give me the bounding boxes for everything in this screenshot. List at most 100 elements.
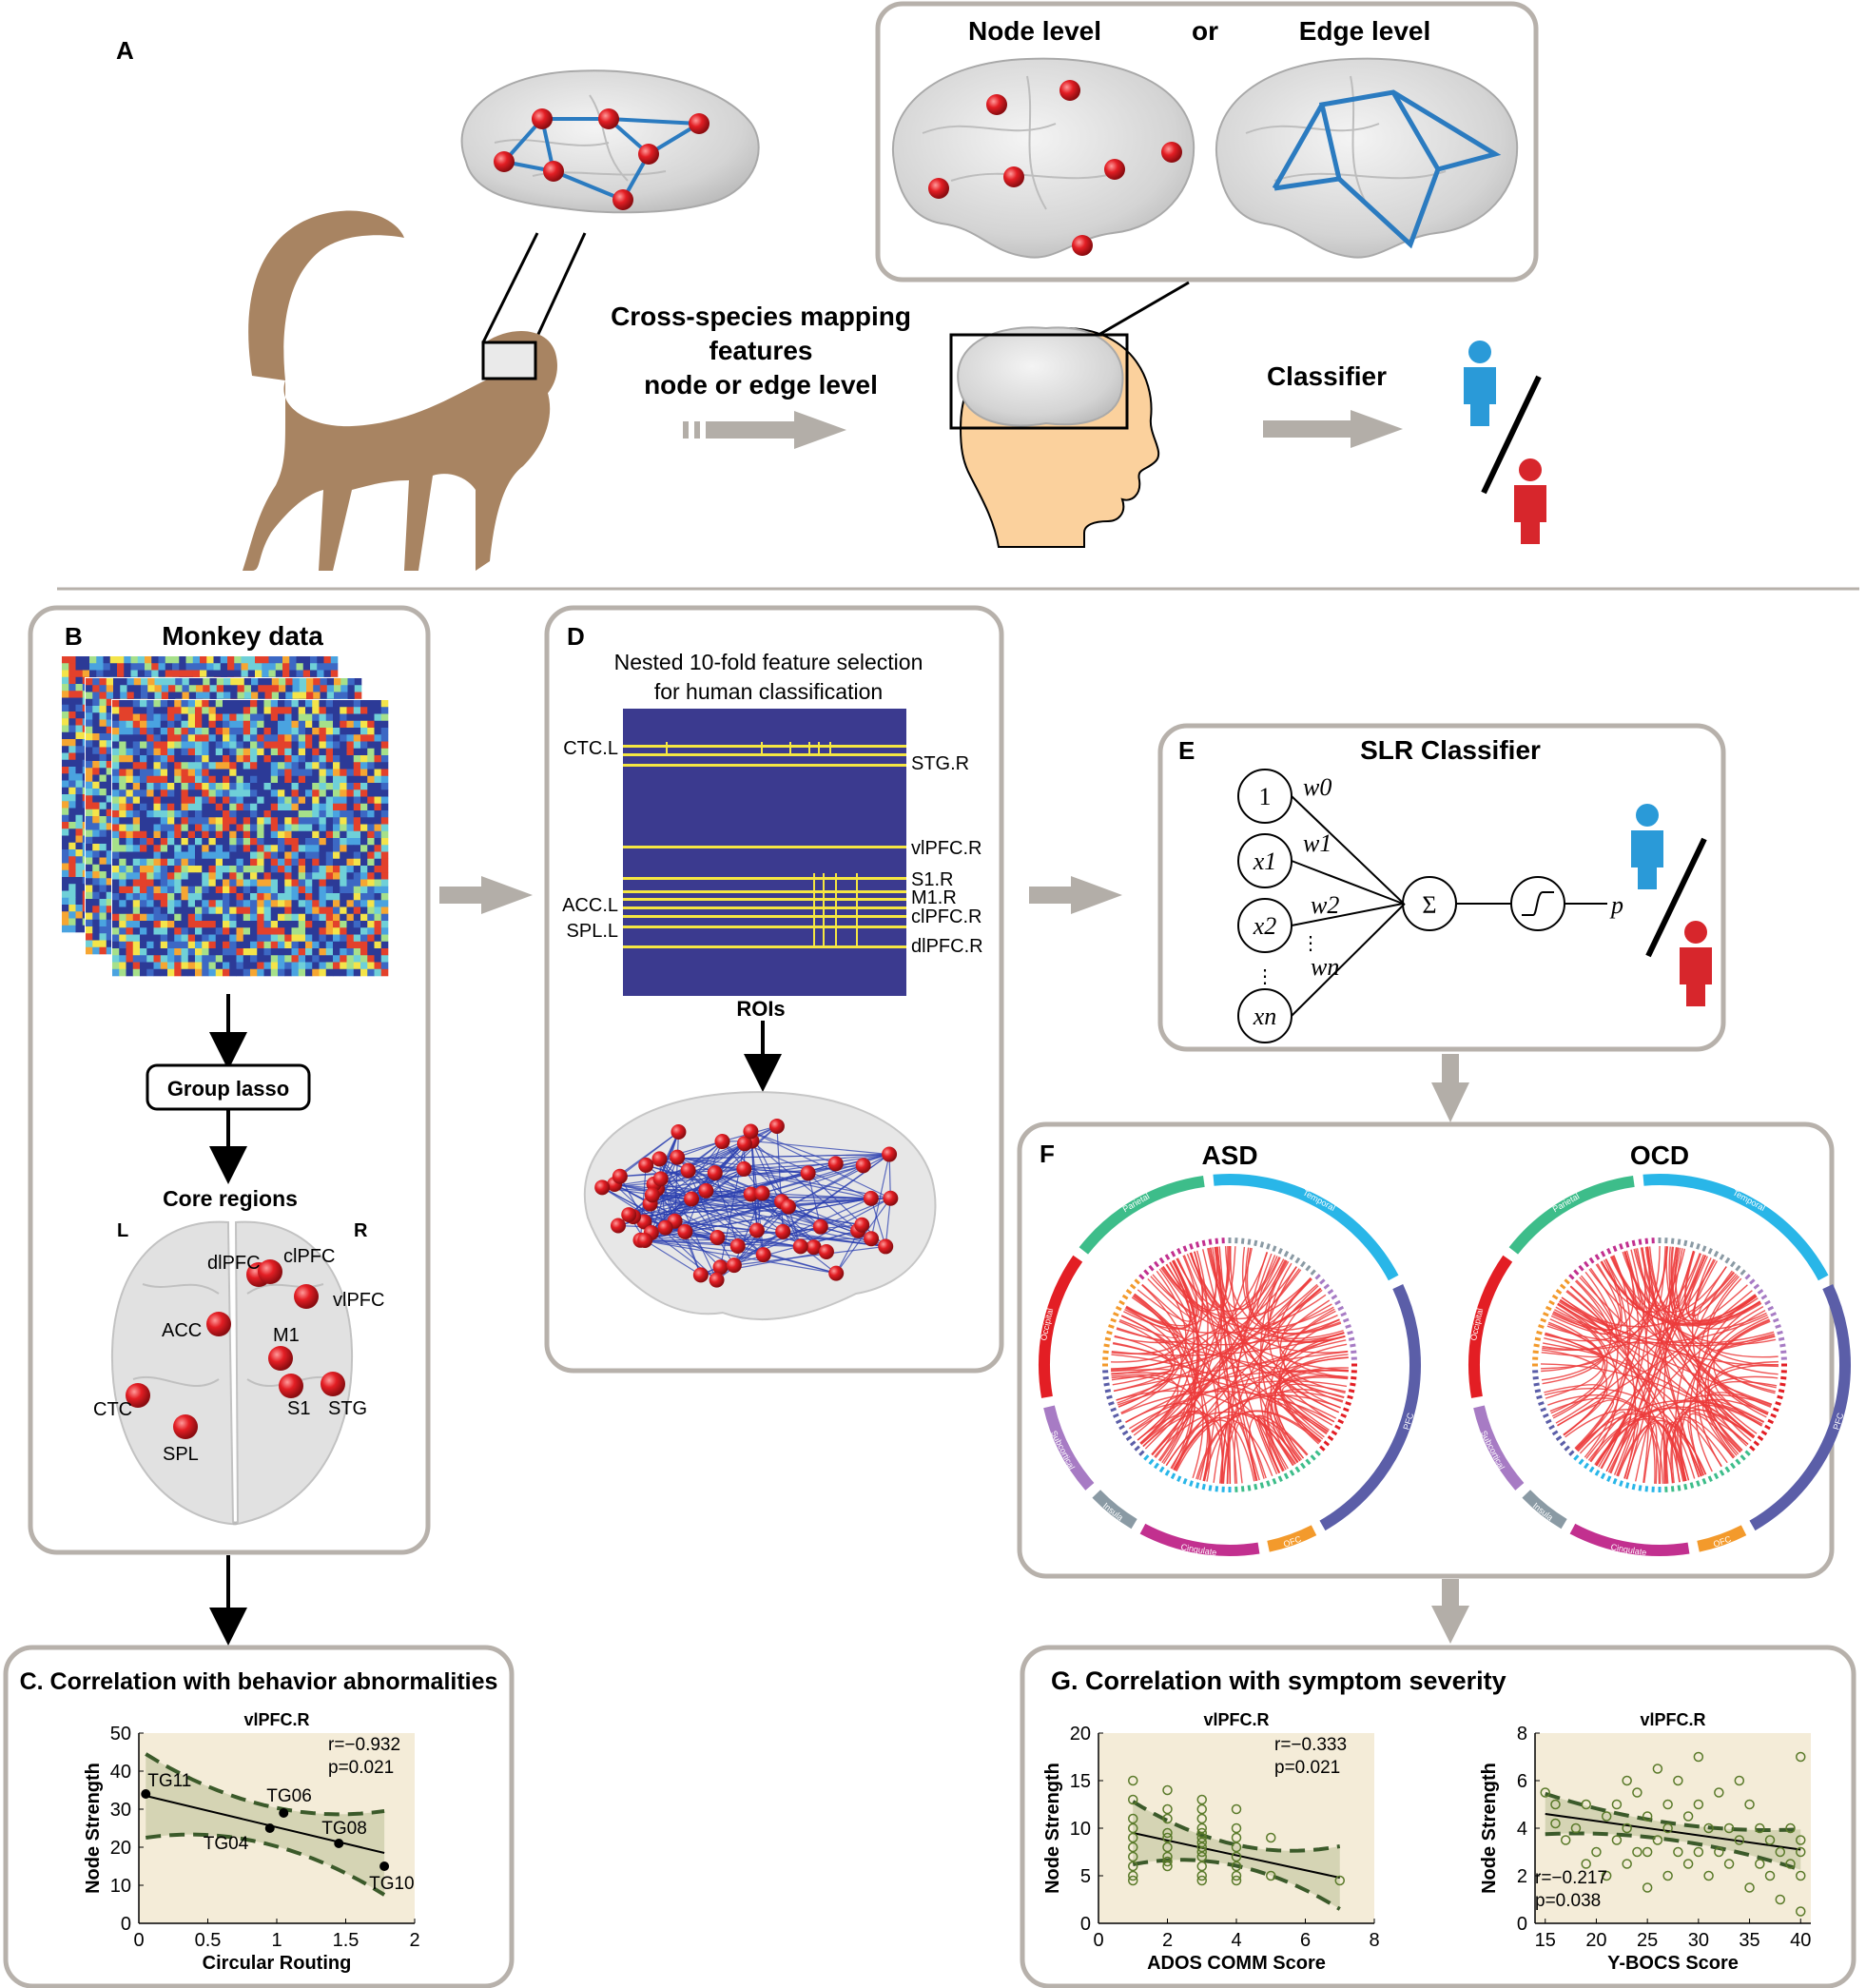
circos-link [1672,1247,1706,1309]
monkey-brain-network [460,69,760,214]
x-tick-label: 1.5 [333,1930,360,1951]
data-point [1775,1894,1786,1905]
roi-node [677,1223,693,1239]
data-point [1714,1787,1724,1798]
circos-link [1165,1245,1232,1312]
roi-node [709,1272,725,1288]
circos-sector [1213,1174,1399,1281]
circos-sector [1697,1525,1747,1552]
x-tick-label: 1 [271,1930,282,1951]
arrow-b-to-d [439,876,533,914]
data-point [1196,1822,1207,1834]
x-tick-label: 4 [1231,1930,1241,1951]
feature-label-ctc-l: CTC.L [563,738,618,759]
data-point [1714,1846,1724,1858]
input-node-bias: 1 [1259,783,1272,810]
y-axis-label: Node Strength [1042,1763,1063,1894]
y-tick-label: 10 [1070,1819,1091,1840]
data-point [1796,1870,1806,1881]
data-point [1622,1859,1632,1869]
circos-link [1561,1296,1779,1368]
circos-link [1630,1249,1650,1483]
circos-link [1209,1247,1278,1475]
core-regions-brain [110,1220,354,1526]
selected-feature-tick [813,873,815,947]
panel-g-title: G. Correlation with symptom severity [1051,1666,1506,1695]
circos-link [1116,1390,1297,1465]
ados-correlation-plot: 0 2 4 6 8 0 5 10 15 20 vlPFC.R ADOS COMM Score Node … [1042,1710,1380,1974]
feature-left-labels: CTC.L ACC.L SPL.L [562,738,618,942]
circos-link [1643,1423,1658,1484]
roi-node [775,1223,791,1239]
roi-node [768,1118,785,1134]
data-point [1785,1859,1796,1869]
selected-feature-row [623,915,906,918]
x-tick-label: 25 [1637,1930,1658,1951]
roi-node [684,1191,700,1207]
monkey-brain-nodes [494,108,709,210]
circos-link [1264,1356,1349,1473]
weight-w0: w0 [1303,773,1331,801]
circos-link [1635,1248,1760,1325]
circos-link [1258,1266,1297,1472]
circos-link [1557,1302,1684,1482]
roi-node [610,1218,626,1234]
plot-area [1098,1733,1374,1923]
data-point [1196,1832,1207,1843]
selected-feature-tick [835,873,837,947]
circos-link [1241,1246,1342,1335]
panel-f-letter: F [1040,1140,1055,1168]
circos-link [1624,1251,1743,1452]
ci-lower-line [146,1832,386,1897]
circos-link [1577,1290,1753,1452]
circos-link [1183,1255,1257,1481]
data-point [1611,1799,1623,1810]
circos-link [1552,1291,1611,1335]
data-point [1775,1846,1786,1858]
data-point [1162,1803,1173,1815]
roi-node [864,1231,880,1247]
roi-node [755,1247,771,1263]
roi-node [748,1222,765,1238]
region-label-s1: S1 [287,1398,310,1419]
input-node-xn: xn [1253,1003,1277,1030]
data-point [264,1823,275,1833]
data-point [1196,1803,1207,1815]
data-point [1764,1870,1776,1881]
data-point [1601,1811,1612,1822]
data-point [1764,1835,1776,1845]
data-point [1723,1859,1735,1869]
circos-link [1159,1246,1229,1462]
roi-node [754,1185,770,1201]
panel-b: B Monkey data Group lasso Core regions L… [28,605,431,1555]
circos-link [1117,1327,1349,1379]
circos-link [1670,1404,1762,1484]
data-point [1334,1875,1345,1886]
circos-link [1697,1276,1740,1458]
region-label-stg: STG [328,1398,367,1419]
data-point [1622,1822,1632,1834]
roi-node [736,1160,752,1177]
roi-node [712,1259,729,1276]
x-tick-label: 0 [1093,1930,1103,1951]
rois-label: ROIs [736,997,785,1021]
circos-sector [1468,1255,1513,1398]
circos-link [1111,1251,1204,1355]
x-tick-label: 35 [1739,1930,1759,1951]
human-head [949,326,1160,548]
arrow-f-to-g [1431,1579,1469,1644]
data-point [141,1789,151,1799]
data-point [1581,1859,1591,1869]
roi-node [800,1165,816,1181]
panel-d-title-line1: Nested 10-fold feature selection [614,650,923,674]
region-label-dlpfc: dlPFC [207,1253,261,1274]
circos-link [1557,1303,1620,1462]
circos-link [1713,1316,1769,1415]
plot-title: vlPFC.R [243,1710,309,1729]
core-regions-label: Core regions [163,1186,298,1211]
y-tick-label: 5 [1080,1866,1091,1887]
circos-link [1616,1256,1709,1476]
y-tick-label: 8 [1517,1724,1527,1744]
feature-label-s1-r: S1.R [911,869,953,890]
roi-node [726,1257,742,1274]
